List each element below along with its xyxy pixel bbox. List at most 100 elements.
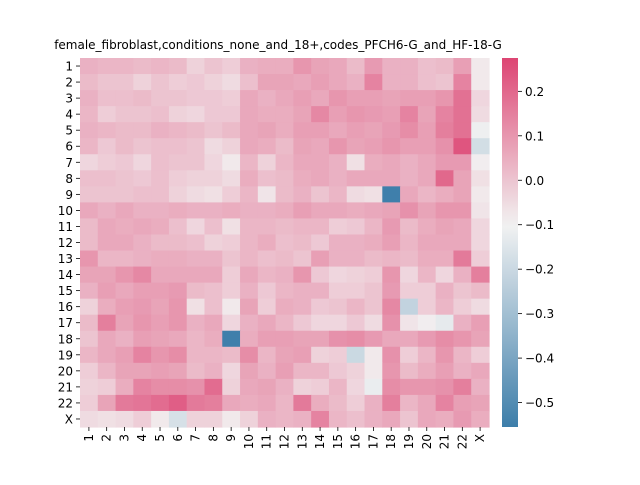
heatmap-cell: [382, 410, 401, 428]
heatmap-cell: [80, 186, 99, 203]
heatmap-cell: [382, 298, 401, 316]
heatmap-cell: [222, 58, 241, 75]
heatmap-cell: [133, 106, 152, 123]
y-tick-label: 7: [65, 156, 73, 170]
heatmap-cell: [186, 394, 206, 412]
heatmap-cell: [364, 346, 383, 364]
heatmap-cell: [346, 378, 366, 396]
heatmap-cell: [293, 346, 312, 364]
heatmap-cell: [204, 138, 223, 155]
heatmap-cell: [222, 410, 241, 428]
heatmap-cell: [151, 330, 170, 348]
heatmap-cell: [435, 410, 455, 428]
heatmap-cell: [222, 346, 241, 364]
heatmap-cell: [115, 314, 134, 332]
heatmap-cell: [97, 250, 117, 268]
heatmap-cell: [80, 170, 99, 187]
heatmap-cell: [133, 122, 152, 139]
heatmap-cell: [311, 298, 330, 316]
heatmap-cell: [382, 122, 401, 139]
heatmap-cell: [417, 90, 437, 107]
heatmap-cell: [346, 90, 366, 107]
x-tick-label: 4: [135, 434, 149, 442]
heatmap-cell: [364, 74, 383, 91]
heatmap-cell: [168, 330, 188, 348]
heatmap-cell: [257, 314, 277, 332]
heatmap-cell: [222, 298, 241, 316]
heatmap-cell: [115, 106, 134, 123]
x-tick-label: 10: [242, 434, 256, 449]
heatmap-cell: [382, 282, 401, 300]
heatmap-cell: [133, 298, 152, 316]
heatmap-cell: [364, 170, 383, 187]
heatmap-cell: [168, 282, 188, 300]
heatmap-cell: [115, 282, 134, 300]
heatmap-cell: [240, 378, 259, 396]
heatmap-cell: [382, 394, 401, 412]
heatmap-cell: [275, 218, 294, 236]
heatmap-cell: [417, 330, 437, 348]
heatmap-cell: [311, 122, 330, 139]
heatmap-cell: [240, 234, 259, 252]
heatmap-cell: [400, 298, 419, 316]
y-tick-label: 6: [65, 140, 73, 154]
heatmap-cell: [186, 346, 206, 364]
heatmap-cell: [364, 330, 383, 348]
heatmap-cell: [151, 122, 170, 139]
heatmap-cell: [293, 234, 312, 252]
heatmap-cell: [240, 362, 259, 380]
heatmap-cell: [186, 314, 206, 332]
heatmap-cell: [400, 394, 419, 412]
heatmap-cell: [453, 330, 472, 348]
heatmap-cell: [400, 266, 419, 284]
heatmap-cell: [204, 90, 223, 107]
heatmap-cell: [346, 218, 366, 236]
colorbar-tick-label: 0.2: [525, 85, 544, 99]
heatmap-cell: [400, 378, 419, 396]
heatmap-cell: [97, 58, 117, 75]
heatmap-cell: [240, 282, 259, 300]
heatmap-cell: [311, 74, 330, 91]
heatmap-cell: [80, 138, 99, 155]
heatmap-cell: [400, 170, 419, 187]
heatmap-cell: [328, 218, 348, 236]
heatmap-cell: [115, 298, 134, 316]
heatmap-cell: [382, 314, 401, 332]
heatmap-cell: [80, 362, 99, 380]
heatmap-cell: [275, 346, 294, 364]
heatmap-cell: [471, 154, 490, 171]
heatmap-cell: [364, 154, 383, 171]
heatmap-cell: [275, 330, 294, 348]
heatmap-cell: [364, 410, 383, 428]
heatmap-cell: [311, 90, 330, 107]
heatmap-cell: [240, 106, 259, 123]
colorbar-tick-label: −0.5: [525, 396, 554, 410]
heatmap-cell: [275, 106, 294, 123]
heatmap-cell: [186, 90, 206, 107]
heatmap-cell: [97, 330, 117, 348]
heatmap-cell: [168, 250, 188, 268]
heatmap-cell: [453, 154, 472, 171]
heatmap-cell: [453, 90, 472, 107]
heatmap-cell: [293, 394, 312, 412]
heatmap-cell: [311, 202, 330, 220]
x-tick-label: 15: [331, 434, 345, 449]
y-tick-label: 13: [58, 252, 73, 266]
heatmap-cell: [97, 218, 117, 236]
heatmap-cell: [346, 330, 366, 348]
heatmap-cell: [222, 74, 241, 91]
heatmap-cell: [293, 362, 312, 380]
heatmap-cell: [435, 186, 455, 203]
heatmap-cell: [115, 378, 134, 396]
heatmap-cell: [80, 282, 99, 300]
heatmap-cell: [275, 362, 294, 380]
heatmap-cell: [257, 266, 277, 284]
heatmap-cell: [311, 266, 330, 284]
heatmap-cell: [400, 138, 419, 155]
heatmap-cell: [204, 314, 223, 332]
heatmap-cell: [311, 186, 330, 203]
y-tick-label: 1: [65, 60, 73, 74]
x-tick-label: 19: [402, 434, 416, 449]
heatmap-cell: [435, 218, 455, 236]
